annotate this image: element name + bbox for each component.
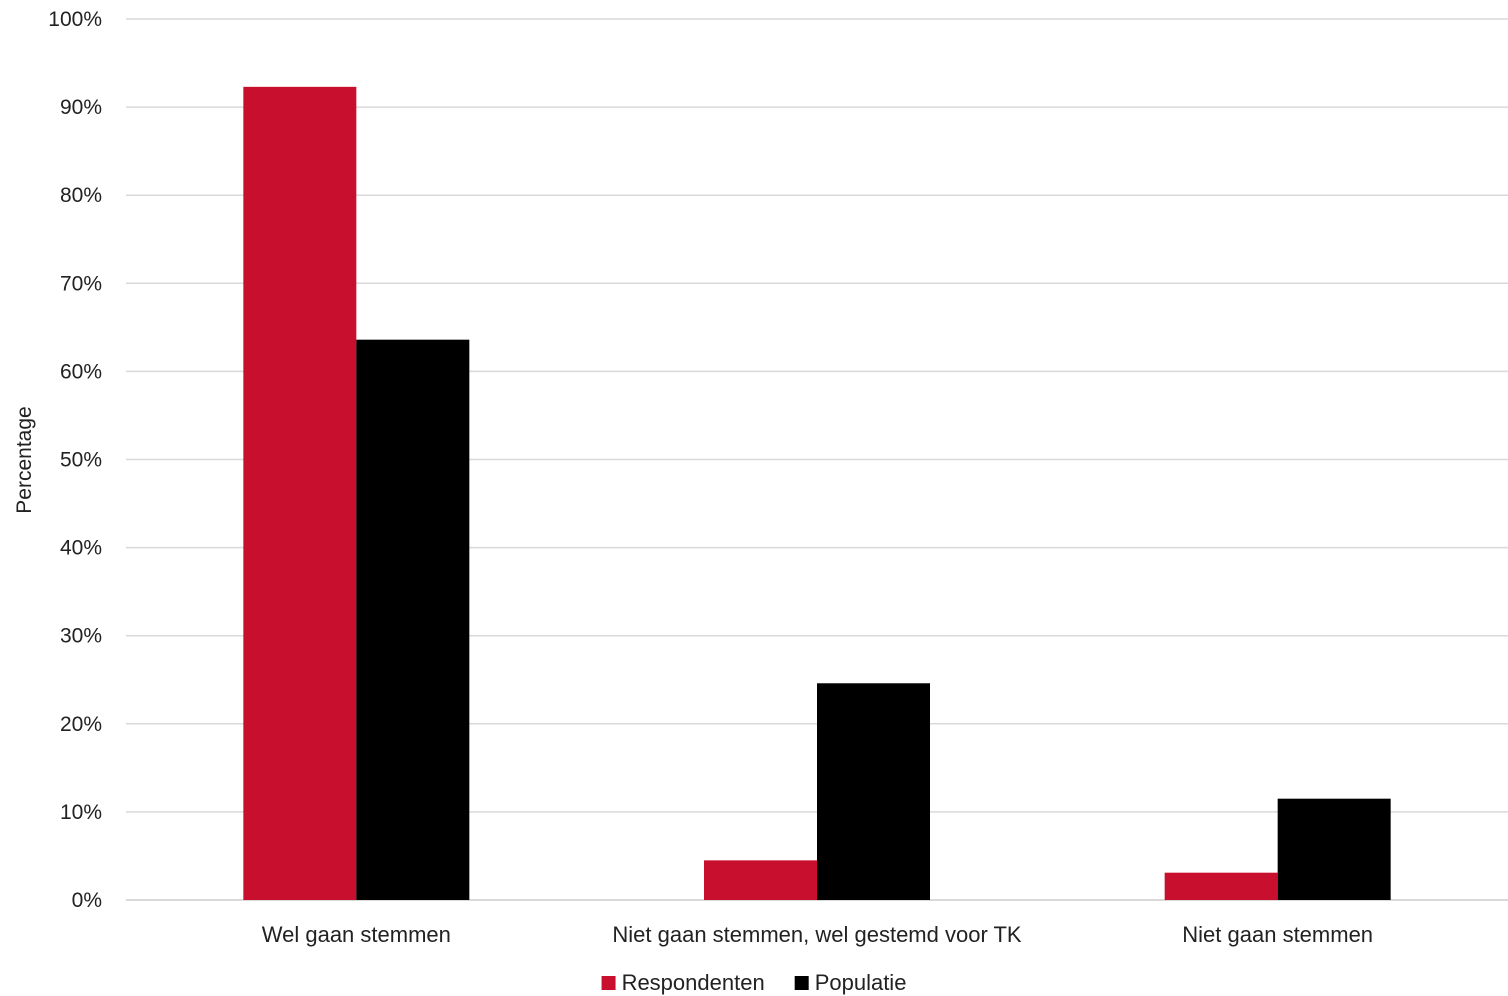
bar-respondenten-1 bbox=[704, 860, 817, 900]
y-tick-label: 50% bbox=[60, 449, 102, 472]
y-tick-label: 60% bbox=[60, 360, 102, 383]
y-tick-label: 70% bbox=[60, 272, 102, 295]
bar-respondenten-0 bbox=[243, 86, 357, 901]
bar-populatie-1 bbox=[817, 683, 930, 900]
y-tick-label: 0% bbox=[72, 889, 102, 912]
x-category-label: Niet gaan stemmen bbox=[1182, 922, 1373, 947]
y-axis-ticks: 0% 10% 20% 30% 40% 50% 60% 70% 80% 90% 100% bbox=[48, 8, 102, 912]
y-tick-label: 30% bbox=[60, 625, 102, 648]
x-category-label: Wel gaan stemmen bbox=[262, 922, 451, 947]
y-tick-label: 90% bbox=[60, 96, 102, 119]
legend: Respondenten Populatie bbox=[601, 970, 907, 995]
legend-swatch bbox=[794, 976, 809, 990]
y-tick-label: 80% bbox=[60, 184, 102, 207]
legend-label: Populatie bbox=[815, 970, 907, 995]
legend-swatch bbox=[601, 976, 616, 990]
x-axis-categories: Wel gaan stemmen Niet gaan stemmen, wel g… bbox=[262, 922, 1373, 947]
bar-populatie-0 bbox=[356, 339, 470, 901]
y-tick-label: 20% bbox=[60, 713, 102, 736]
x-category-label: Niet gaan stemmen, wel gestemd voor TK bbox=[612, 922, 1022, 947]
bar-populatie-2 bbox=[1277, 798, 1391, 900]
y-tick-label: 100% bbox=[48, 8, 102, 31]
y-tick-label: 40% bbox=[60, 537, 102, 560]
y-tick-label: 10% bbox=[60, 801, 102, 824]
y-axis-title: Percentage bbox=[13, 406, 36, 513]
bars bbox=[243, 86, 1391, 901]
legend-label: Respondenten bbox=[622, 970, 765, 995]
bar-respondenten-2 bbox=[1164, 872, 1278, 900]
